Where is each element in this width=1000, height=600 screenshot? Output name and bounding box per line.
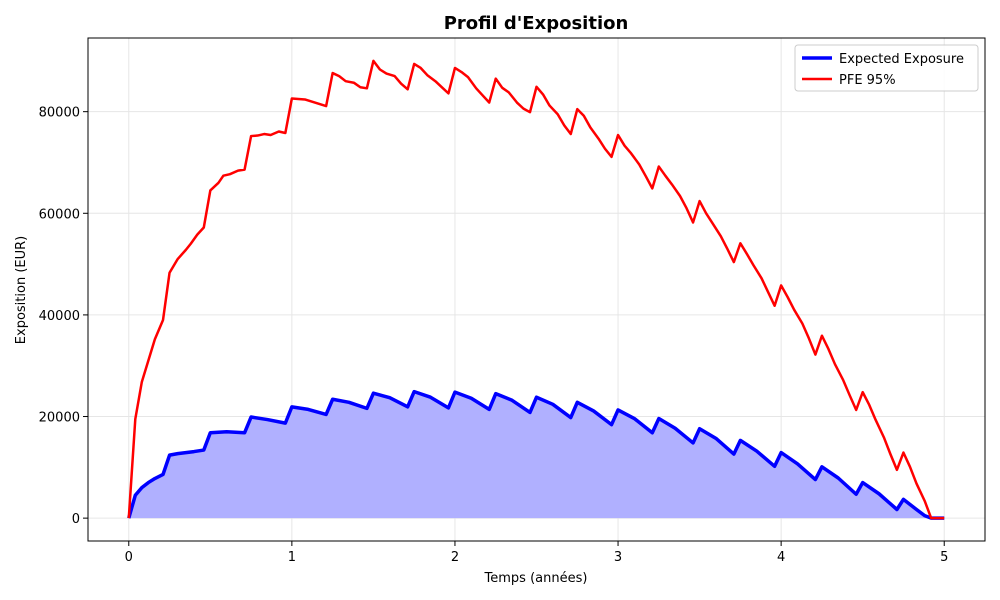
expected-exposure-line: [127, 389, 945, 520]
expected-exposure-fill: [128, 391, 945, 519]
y-tick-label: 80000: [39, 106, 80, 121]
y-tick-label: 0: [72, 512, 80, 527]
x-axis-ticks: 0 1 2 3 4 5: [125, 541, 948, 565]
y-axis-label: Exposition (EUR): [14, 236, 29, 344]
y-tick-label: 20000: [39, 411, 80, 426]
plot-frame: [87, 37, 986, 542]
x-axis-label: Temps (années): [484, 571, 588, 586]
chart-title: Profil d'Exposition: [444, 13, 629, 34]
x-tick-label: 0: [125, 550, 133, 565]
x-tick-label: 3: [614, 550, 622, 565]
legend-entry: Expected Exposure: [839, 52, 964, 67]
legend-box: [794, 44, 979, 92]
x-tick-label: 5: [940, 550, 948, 565]
legend: Expected Exposure PFE 95%: [794, 44, 979, 92]
series-lines: [127, 59, 945, 520]
y-tick-label: 40000: [39, 309, 80, 324]
x-tick-label: 2: [451, 550, 459, 565]
x-tick-label: 4: [777, 550, 785, 565]
y-tick-label: 60000: [39, 207, 80, 222]
x-tick-label: 1: [288, 550, 296, 565]
y-axis-ticks: 0 20000 40000 60000 80000: [39, 106, 88, 527]
pfe-95-line: [127, 59, 945, 520]
fill-area: [128, 391, 945, 519]
legend-entry: PFE 95%: [839, 73, 896, 88]
